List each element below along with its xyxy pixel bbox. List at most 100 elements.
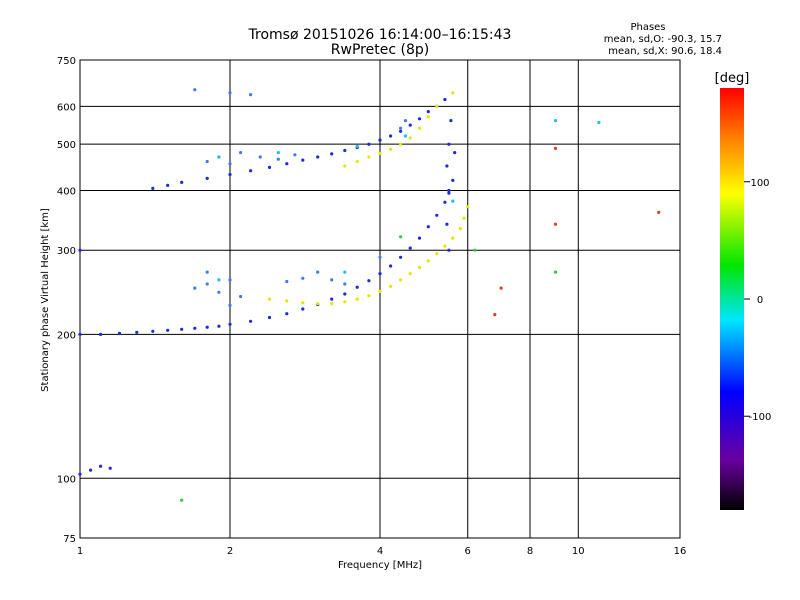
data-point [355,144,359,148]
data-point [276,151,280,155]
data-point [316,302,320,306]
data-point [408,246,412,250]
data-point [228,162,232,166]
data-point [403,119,408,123]
data-point [205,176,209,180]
data-point [378,272,382,276]
data-point [445,222,449,226]
data-point [239,294,243,299]
data-point [249,319,253,323]
data-point [443,200,447,204]
data-point [378,151,382,156]
data-point [166,328,170,332]
data-point [205,325,209,329]
data-point [166,183,170,187]
data-point [228,172,232,177]
colorbar [720,88,744,510]
data-point [180,327,184,331]
data-point [473,248,477,252]
data-point [228,303,232,307]
data-point [217,155,221,159]
data-point [78,472,82,476]
x-tick-label: 4 [377,546,383,557]
data-point [217,278,221,282]
data-point [451,91,455,95]
data-point [447,191,451,195]
data-point [458,227,462,231]
data-point [417,265,422,270]
data-point [89,468,93,472]
data-point [355,159,359,164]
data-point [499,286,503,290]
data-point [389,147,393,151]
data-point [408,136,412,140]
data-point [553,222,558,226]
data-point [343,164,347,168]
data-point [205,282,209,286]
data-point [447,142,451,146]
data-point [435,213,439,217]
data-point [367,142,371,146]
data-point [355,285,359,289]
data-point [378,289,382,293]
data-point [151,186,155,190]
data-point [399,129,403,133]
data-point [78,248,82,252]
data-point [239,151,243,155]
x-tick-label: 6 [465,546,471,557]
data-point [426,110,430,114]
data-points [78,88,661,502]
data-point [355,297,359,301]
data-point [316,270,320,274]
data-point [447,188,451,193]
y-tick-label: 300 [57,246,76,257]
data-point [443,244,447,248]
data-point [135,330,139,334]
data-point [378,138,382,142]
data-point [78,332,82,336]
data-point [151,329,155,333]
y-tick-label: 400 [57,186,76,197]
data-point [108,466,112,470]
grid-lines [80,60,680,538]
data-point [426,259,430,263]
data-point [249,93,253,97]
data-point [228,91,232,95]
colorbar-tick-label: -100 [749,412,772,423]
chart-subtitle: RwPretec (8p) [331,42,429,58]
data-point [258,155,262,159]
data-point [193,88,197,92]
data-point [117,331,122,335]
data-point [399,142,403,146]
data-point [99,332,103,336]
data-point [403,134,408,138]
data-point [435,252,439,256]
data-point [343,282,347,286]
data-point [217,290,221,294]
data-point [417,117,422,121]
x-tick-label: 2 [227,546,233,557]
colorbar-ticks: 100 0 -100 [744,178,771,423]
data-point [193,286,197,290]
data-point [462,216,466,220]
data-point [553,146,558,150]
data-point [378,255,382,259]
x-tick-label: 1 [77,546,83,557]
data-point [205,159,209,164]
data-point [267,297,272,301]
data-point [417,236,422,240]
data-point [301,276,305,280]
data-point [435,104,439,108]
axis-ticks: 1 2 4 6 8 10 16 75 100 200 300 400 500 600 750 [57,56,686,557]
data-point [451,178,455,182]
y-tick-label: 600 [57,102,76,113]
data-point [399,235,403,239]
data-point [267,165,272,169]
data-point [399,255,403,259]
data-point [389,284,393,288]
data-point [426,225,430,229]
data-point [330,302,334,306]
data-point [193,326,197,330]
data-point [217,324,221,328]
data-point [228,278,232,282]
